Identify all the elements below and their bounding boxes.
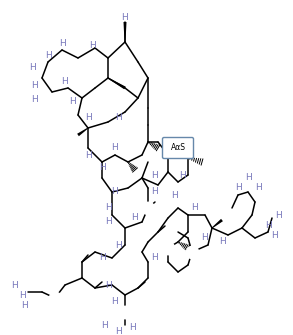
Text: H: H <box>90 41 96 50</box>
Text: H: H <box>85 150 91 159</box>
Text: H: H <box>132 213 138 222</box>
Text: H: H <box>275 210 281 219</box>
Text: N: N <box>174 143 182 153</box>
Text: H: H <box>32 95 38 105</box>
Polygon shape <box>77 128 88 136</box>
FancyBboxPatch shape <box>163 137 193 158</box>
Text: H: H <box>12 280 18 289</box>
Text: H: H <box>112 188 118 197</box>
Text: H: H <box>32 80 38 89</box>
Text: H: H <box>151 171 159 180</box>
Text: H: H <box>105 280 111 289</box>
Text: H: H <box>129 324 135 333</box>
Text: H: H <box>235 184 241 193</box>
Text: H: H <box>105 203 111 212</box>
Text: H: H <box>245 174 251 183</box>
Polygon shape <box>108 78 126 89</box>
Text: H: H <box>85 114 91 123</box>
Text: H: H <box>102 321 108 330</box>
Text: O: O <box>51 293 59 303</box>
Text: H: H <box>172 191 178 200</box>
Polygon shape <box>124 22 127 42</box>
Text: H: H <box>272 230 278 240</box>
Text: H: H <box>179 171 185 180</box>
Text: H: H <box>19 290 25 299</box>
Text: H: H <box>115 328 121 335</box>
Text: H: H <box>22 300 28 310</box>
Text: O: O <box>121 307 129 317</box>
Text: H: H <box>115 114 121 123</box>
Text: H: H <box>219 238 225 247</box>
Text: H: H <box>151 254 159 263</box>
Text: O: O <box>164 243 172 253</box>
Polygon shape <box>212 219 223 228</box>
Text: H: H <box>105 217 111 226</box>
Text: H: H <box>99 163 105 173</box>
Text: H: H <box>99 254 105 263</box>
Text: H: H <box>69 97 75 107</box>
Text: H: H <box>192 203 198 212</box>
Text: H: H <box>62 77 68 86</box>
Text: O: O <box>144 203 152 213</box>
Text: H: H <box>202 233 208 243</box>
Text: H: H <box>265 220 271 229</box>
Text: O: O <box>188 247 196 257</box>
Text: AαS: AαS <box>171 143 185 152</box>
Text: H: H <box>122 13 128 22</box>
Text: H: H <box>45 51 51 60</box>
Text: H: H <box>112 143 118 152</box>
Text: H: H <box>59 39 65 48</box>
Text: H: H <box>151 188 159 197</box>
Text: H: H <box>255 184 261 193</box>
Text: H: H <box>112 297 118 307</box>
Text: H: H <box>29 64 35 72</box>
Polygon shape <box>168 148 185 155</box>
Text: H: H <box>115 241 121 250</box>
